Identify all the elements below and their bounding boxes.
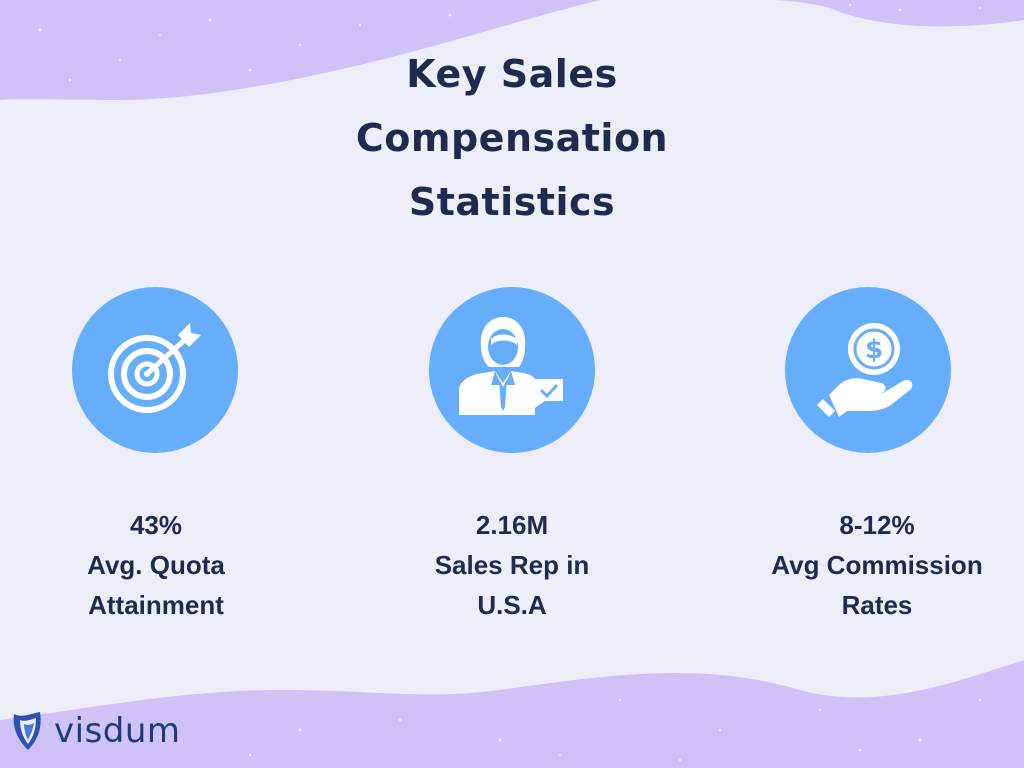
stat-value: 8-12% — [839, 510, 915, 540]
title-line-2: Compensation — [355, 116, 669, 160]
shield-logo-icon — [13, 712, 41, 750]
svg-text:$: $ — [865, 335, 883, 365]
stat-value: 2.16M — [475, 510, 549, 540]
money-hand-icon-circle: $ — [785, 287, 951, 453]
money-hand-icon: $ — [817, 323, 913, 417]
logo-name: visdum — [54, 711, 181, 751]
title-line-1: Key Sales — [406, 52, 618, 96]
stat-value: 43% — [129, 510, 183, 540]
stat-label-line-1: Avg Commission — [771, 550, 983, 580]
sales-rep-icon — [459, 317, 563, 415]
stat-label-line-1: Avg. Quota — [87, 550, 225, 580]
stat-label-line-1: Sales Rep in — [434, 550, 590, 580]
visdum-logo: visdum — [10, 706, 181, 756]
stat-label-line-2: Attainment — [88, 590, 224, 620]
target-icon-circle — [72, 287, 238, 453]
stat-commission: 8-12% Avg Commission Rates — [757, 505, 997, 625]
target-icon — [108, 323, 201, 413]
title-line-3: Statistics — [408, 180, 616, 224]
stat-label-line-2: Rates — [841, 590, 913, 620]
sales-rep-icon-circle — [429, 287, 595, 453]
stat-sales-reps: 2.16M Sales Rep in U.S.A — [392, 505, 632, 625]
page-title: Key Sales Compensation Statistics — [312, 42, 712, 234]
stat-label-line-2: U.S.A — [477, 590, 547, 620]
stat-quota: 43% Avg. Quota Attainment — [36, 505, 276, 625]
